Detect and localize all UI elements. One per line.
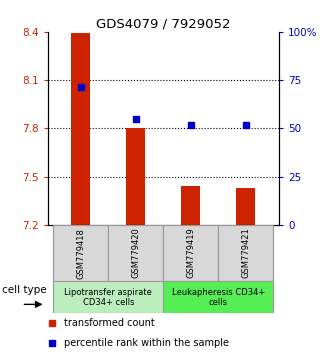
Title: GDS4079 / 7929052: GDS4079 / 7929052	[96, 18, 231, 31]
Text: Leukapheresis CD34+
cells: Leukapheresis CD34+ cells	[172, 288, 265, 307]
Bar	[181, 186, 200, 225]
Text: GSM779421: GSM779421	[241, 228, 250, 279]
Text: transformed count: transformed count	[64, 318, 155, 328]
Bar	[53, 281, 163, 313]
Text: percentile rank within the sample: percentile rank within the sample	[64, 338, 229, 348]
Bar	[236, 188, 255, 225]
Bar	[218, 225, 273, 281]
Bar	[108, 225, 163, 281]
Bar	[163, 225, 218, 281]
Text: GSM779418: GSM779418	[76, 228, 85, 279]
Bar	[53, 225, 108, 281]
Bar	[126, 129, 146, 225]
Bar	[71, 34, 90, 225]
Text: GSM779419: GSM779419	[186, 228, 195, 279]
Text: GSM779420: GSM779420	[131, 228, 140, 279]
Text: Lipotransfer aspirate
CD34+ cells: Lipotransfer aspirate CD34+ cells	[64, 288, 152, 307]
Text: cell type: cell type	[2, 285, 47, 295]
Bar	[163, 281, 273, 313]
